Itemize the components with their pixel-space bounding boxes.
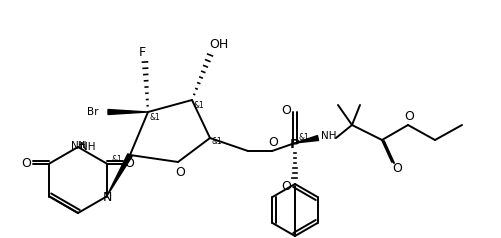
Text: N: N xyxy=(103,191,112,204)
Polygon shape xyxy=(295,136,319,143)
Text: O: O xyxy=(404,109,414,123)
Polygon shape xyxy=(107,154,132,197)
Polygon shape xyxy=(108,109,148,114)
Text: P: P xyxy=(290,138,300,150)
Text: &1: &1 xyxy=(150,114,161,123)
Text: O: O xyxy=(268,135,278,149)
Text: O: O xyxy=(22,157,32,170)
Text: O: O xyxy=(392,163,402,175)
Text: &1: &1 xyxy=(111,155,122,164)
Text: &1: &1 xyxy=(194,101,205,110)
Text: NH: NH xyxy=(80,142,96,152)
Text: OH: OH xyxy=(209,39,228,51)
Text: NH: NH xyxy=(321,131,337,141)
Text: O: O xyxy=(125,157,134,170)
Text: F: F xyxy=(138,45,146,59)
Text: &1: &1 xyxy=(212,137,223,145)
Text: Br: Br xyxy=(87,107,99,117)
Text: O: O xyxy=(281,104,291,116)
Text: O: O xyxy=(281,180,291,193)
Text: NH: NH xyxy=(71,141,87,151)
Text: O: O xyxy=(175,165,185,178)
Text: &1: &1 xyxy=(299,134,310,143)
Text: H: H xyxy=(78,142,84,150)
